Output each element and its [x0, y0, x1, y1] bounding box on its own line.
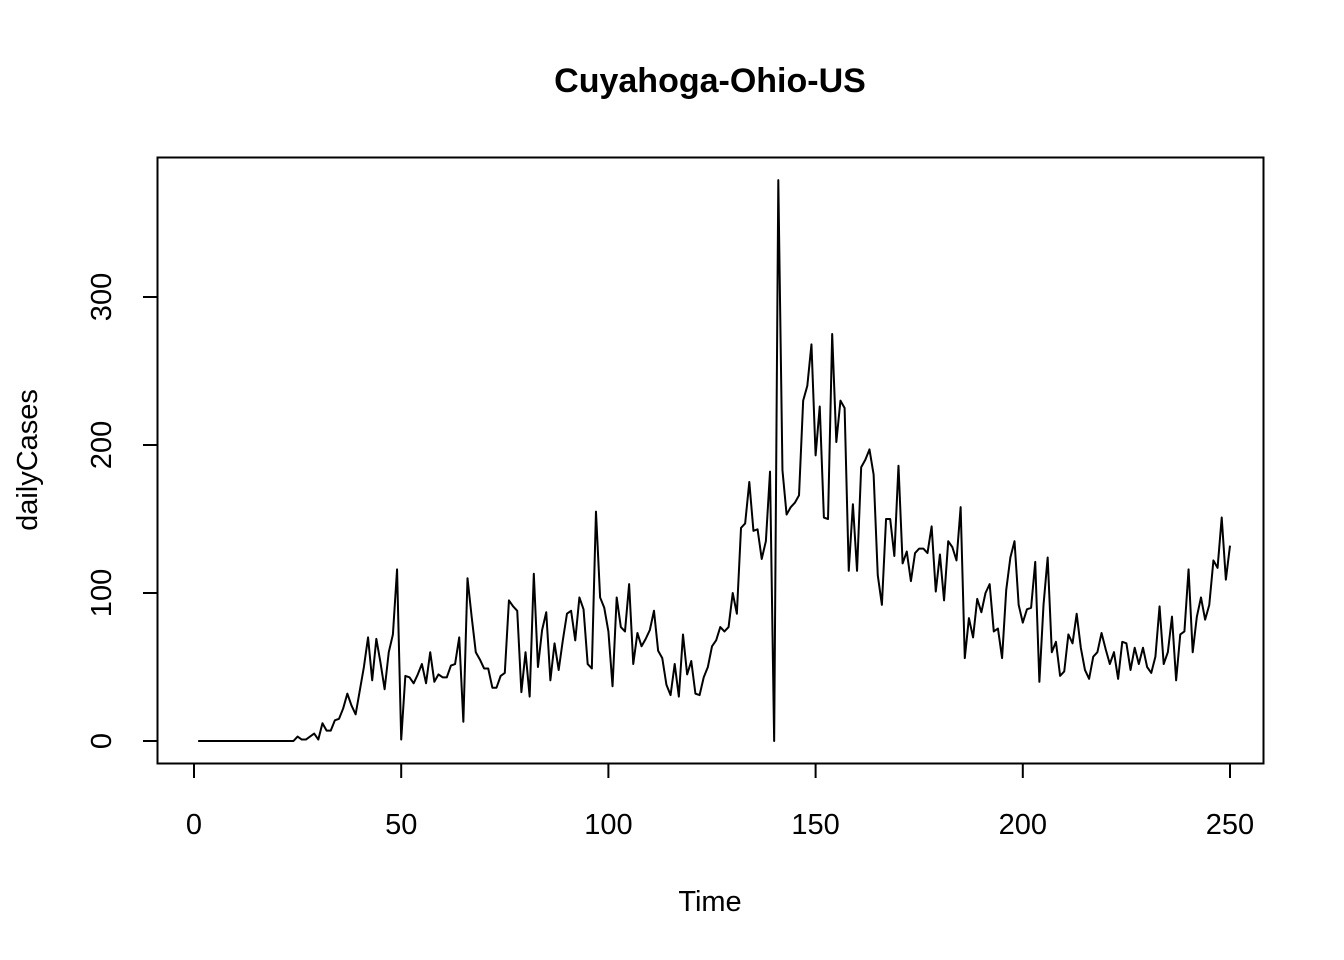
y-tick-label: 0	[86, 733, 118, 749]
y-tick-label: 200	[86, 421, 118, 469]
x-axis: 0 50 100 150 200 250	[186, 762, 1254, 841]
y-tick-label: 300	[86, 273, 118, 321]
x-tick-label: 100	[584, 809, 632, 841]
x-axis-label: Time	[678, 886, 741, 918]
plot-frame	[156, 156, 1265, 765]
y-axis-label: dailyCases	[12, 389, 44, 531]
series-layer	[198, 179, 1231, 742]
series-line	[198, 179, 1231, 742]
y-axis: 0 100 200 300	[86, 273, 159, 749]
x-tick-label: 150	[791, 809, 839, 841]
chart-title: Cuyahoga-Ohio-US	[554, 62, 866, 100]
x-tick-label: 200	[999, 809, 1047, 841]
x-tick-label: 0	[186, 809, 202, 841]
y-tick-label: 100	[86, 569, 118, 617]
x-tick-label: 250	[1206, 809, 1254, 841]
x-tick-label: 50	[385, 809, 417, 841]
